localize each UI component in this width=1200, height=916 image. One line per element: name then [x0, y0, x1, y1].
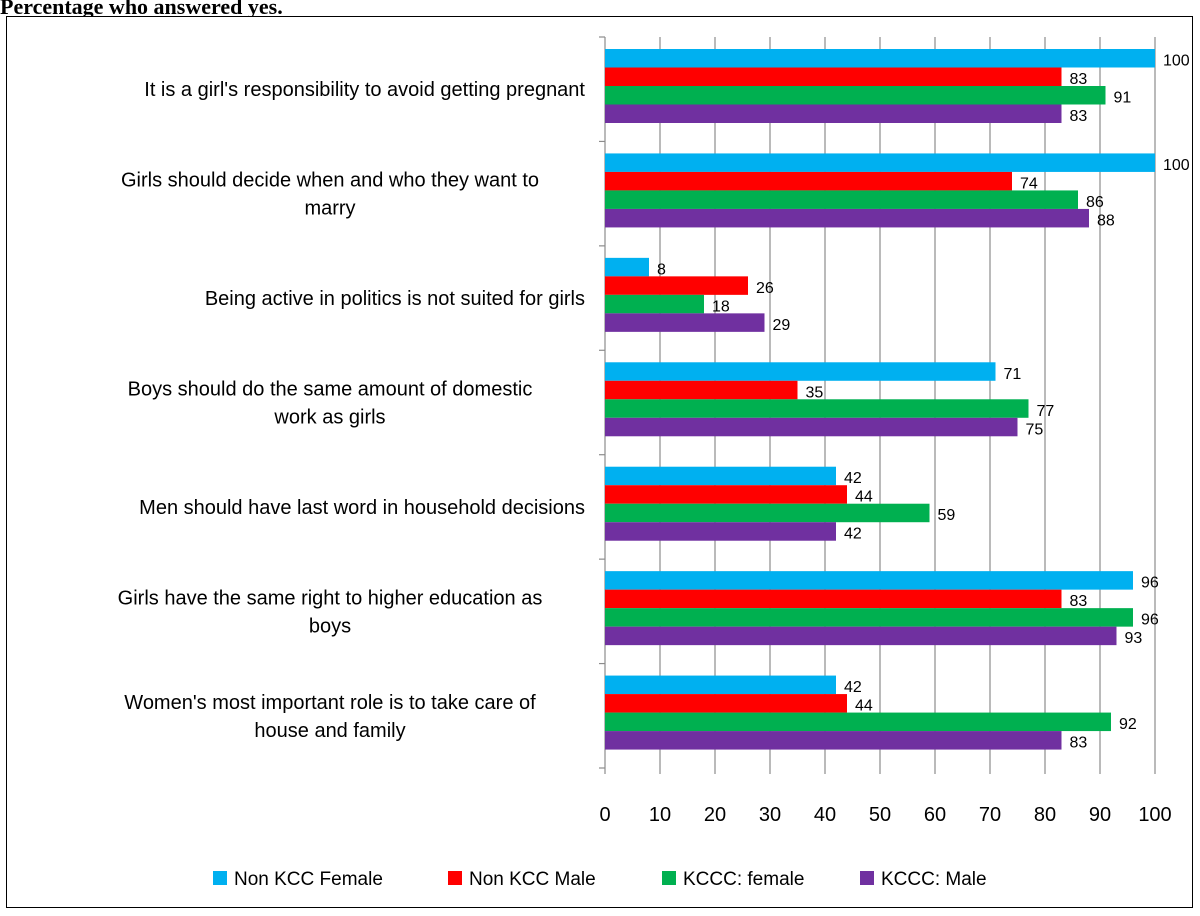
- data-label: 26: [756, 280, 774, 297]
- data-label: 44: [855, 489, 873, 506]
- bar: [605, 399, 1029, 418]
- category-label: Being active in politics is not suited f…: [205, 288, 585, 310]
- legend-label: Non KCC Male: [469, 869, 596, 890]
- category-label: Women's most important role is to take c…: [124, 692, 536, 714]
- bar: [605, 153, 1155, 172]
- bar: [605, 190, 1078, 209]
- data-label: 59: [938, 507, 956, 524]
- legend-label: KCCC: female: [683, 869, 804, 890]
- bar: [605, 694, 847, 713]
- data-label: 93: [1125, 630, 1143, 647]
- bar: [605, 675, 836, 695]
- bar: [605, 86, 1106, 105]
- data-label: 100: [1163, 157, 1190, 174]
- chart-frame: [6, 16, 1193, 908]
- x-tick-label: 40: [814, 804, 836, 826]
- category-label: Girls should decide when and who they wa…: [121, 170, 539, 192]
- data-label: 96: [1141, 575, 1159, 592]
- bar: [605, 485, 847, 504]
- data-label: 35: [806, 384, 824, 401]
- data-label: 42: [844, 679, 862, 696]
- category-label: Boys should do the same amount of domest…: [128, 379, 533, 401]
- data-label: 83: [1070, 735, 1088, 752]
- bar: [605, 313, 765, 332]
- data-label: 88: [1097, 212, 1115, 229]
- legend-swatch: [213, 871, 227, 885]
- data-label: 44: [855, 698, 873, 715]
- bar: [605, 608, 1133, 627]
- legend-swatch: [448, 871, 462, 885]
- bar: [605, 104, 1062, 123]
- bar: [605, 49, 1155, 68]
- x-tick-label: 100: [1138, 804, 1171, 826]
- data-label: 42: [844, 470, 862, 487]
- bar: [605, 571, 1133, 590]
- bar: [605, 731, 1062, 750]
- x-tick-label: 0: [599, 804, 610, 826]
- x-tick-label: 10: [649, 804, 671, 826]
- legend-swatch: [860, 871, 874, 885]
- x-tick-label: 30: [759, 804, 781, 826]
- legend-label: KCCC: Male: [881, 869, 987, 890]
- x-tick-label: 70: [979, 804, 1001, 826]
- bar: [605, 466, 836, 486]
- bar: [605, 276, 748, 295]
- category-label: Men should have last word in household d…: [139, 497, 585, 519]
- data-label: 100: [1163, 53, 1190, 70]
- category-label: Girls have the same right to higher educ…: [118, 587, 543, 609]
- data-label: 83: [1070, 71, 1088, 88]
- bar: [605, 67, 1062, 86]
- bar: [605, 294, 704, 314]
- x-tick-label: 90: [1089, 804, 1111, 826]
- data-label: 86: [1086, 194, 1104, 211]
- bar: [605, 417, 1018, 437]
- legend-label: Non KCC Female: [234, 869, 383, 890]
- bar: [605, 522, 836, 541]
- bar: [605, 208, 1089, 228]
- bar: [605, 362, 996, 381]
- bar: [605, 626, 1117, 646]
- data-label: 83: [1070, 108, 1088, 125]
- bar: [605, 380, 798, 400]
- data-label: 18: [712, 298, 730, 315]
- category-label: house and family: [254, 720, 405, 742]
- data-label: 29: [773, 317, 791, 334]
- category-label: It is a girl's responsibility to avoid g…: [144, 79, 585, 101]
- x-tick-label: 50: [869, 804, 891, 826]
- data-label: 42: [844, 526, 862, 543]
- data-label: 91: [1114, 90, 1132, 107]
- x-tick-label: 80: [1034, 804, 1056, 826]
- data-label: 96: [1141, 612, 1159, 629]
- category-label: work as girls: [273, 407, 385, 429]
- data-label: 74: [1020, 175, 1038, 192]
- bar: [605, 503, 930, 523]
- bar: [605, 257, 649, 277]
- category-label: marry: [304, 198, 355, 220]
- legend-swatch: [662, 871, 676, 885]
- category-label: boys: [309, 615, 351, 637]
- x-tick-label: 20: [704, 804, 726, 826]
- bar: [605, 712, 1111, 732]
- data-label: 77: [1037, 403, 1055, 420]
- data-label: 83: [1070, 593, 1088, 610]
- data-label: 71: [1004, 366, 1022, 383]
- x-tick-label: 60: [924, 804, 946, 826]
- bar: [605, 589, 1062, 609]
- data-label: 92: [1119, 716, 1137, 733]
- data-label: 8: [657, 261, 666, 278]
- page-title: Percentage who answered yes.: [0, 0, 283, 16]
- bar: [605, 171, 1012, 191]
- data-label: 75: [1026, 421, 1044, 438]
